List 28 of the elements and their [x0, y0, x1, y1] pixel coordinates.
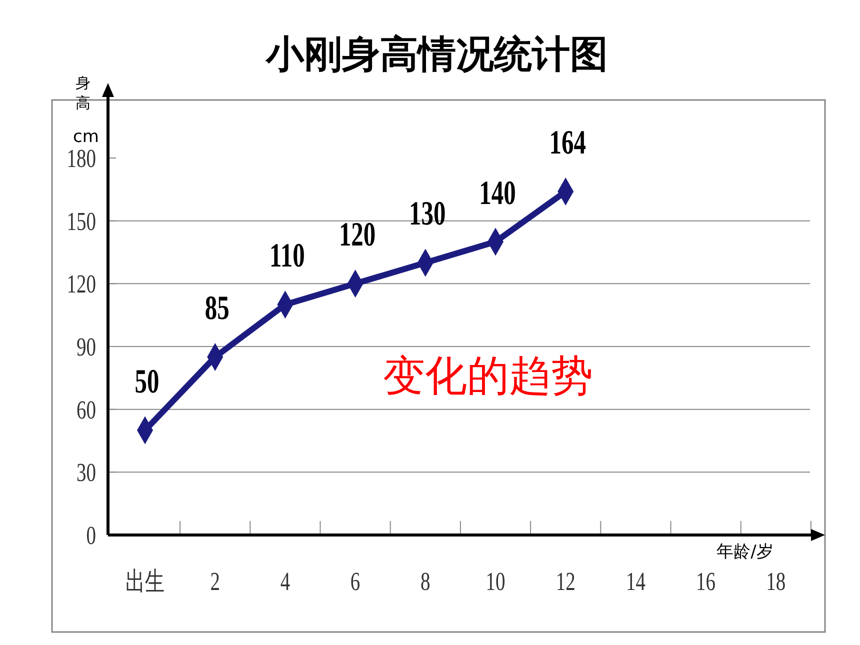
x-tick-label: 2: [210, 567, 220, 596]
data-label: 50: [134, 364, 160, 400]
x-tick-label: 8: [420, 567, 430, 596]
data-label: 85: [204, 290, 230, 328]
x-tick-label: 10: [486, 567, 506, 596]
x-tick-label: 16: [696, 567, 716, 596]
y-tick-label: 120: [66, 270, 96, 298]
y-tick-label: 90: [76, 332, 96, 362]
data-label: 110: [270, 238, 305, 275]
x-tick-label: 出生: [125, 567, 165, 596]
x-tick-label: 18: [766, 567, 786, 596]
data-label: 130: [409, 196, 446, 233]
x-tick-label: 4: [280, 567, 291, 596]
y-tick-label: 180: [66, 144, 96, 173]
x-tick-label: 6: [350, 567, 360, 596]
x-tick-label: 12: [556, 567, 576, 596]
y-axis-title: 身高 cm: [73, 74, 99, 147]
chart-title: 小刚身高情况统计图: [265, 32, 608, 76]
data-label: 120: [338, 216, 376, 254]
annotation: 变化的趋势: [383, 351, 593, 400]
x-tick-label: 14: [626, 567, 646, 596]
y-tick-label: 30: [76, 458, 96, 487]
data-label: 164: [549, 124, 586, 162]
x-axis-title: 年龄/岁: [716, 542, 774, 562]
y-tick-label: 0: [86, 521, 96, 550]
y-tick-label: 150: [66, 207, 96, 236]
data-label: 140: [479, 175, 516, 212]
y-tick-label: 60: [76, 396, 96, 424]
